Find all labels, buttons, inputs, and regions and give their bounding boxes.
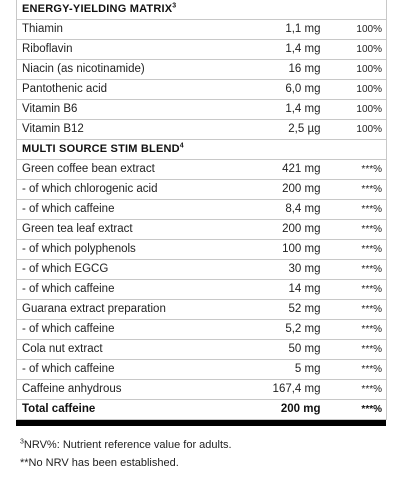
ingredient-nrv: ***% [324, 159, 387, 180]
footnote-marker: 3 [20, 438, 24, 446]
nutrient-name: Vitamin B6 [16, 99, 245, 120]
nutrient-name: Vitamin B12 [16, 119, 245, 140]
ingredient-name: Green coffee bean extract [16, 159, 245, 180]
nutrient-nrv: 100% [324, 119, 387, 140]
ingredient-name: - of which caffeine [16, 319, 245, 340]
table-row: Vitamin B6 1,4 mg 100% [16, 99, 387, 120]
section-title: MULTI SOURCE STIM BLEND [22, 143, 180, 155]
nutrient-nrv: 100% [324, 79, 387, 100]
table-row: - of which chlorogenic acid 200 mg ***% [16, 179, 387, 200]
nutrient-nrv: 100% [324, 39, 387, 60]
ingredient-nrv: ***% [324, 239, 387, 260]
nutrition-table-body: ENERGY-YIELDING MATRIX3 Thiamin 1,1 mg 100… [16, 0, 387, 420]
ingredient-amount: 30 mg [244, 259, 325, 280]
ingredient-amount: 200 mg [244, 219, 325, 240]
table-row: Green coffee bean extract 421 mg ***% [16, 159, 387, 180]
ingredient-amount: 8,4 mg [244, 199, 325, 220]
nutrient-amount: 1,1 mg [244, 19, 325, 40]
ingredient-amount: 14 mg [244, 279, 325, 300]
ingredient-nrv: ***% [324, 299, 387, 320]
nutrient-name: Thiamin [16, 19, 245, 40]
ingredient-nrv: ***% [324, 359, 387, 380]
ingredient-name: - of which EGCG [16, 259, 245, 280]
ingredient-nrv: ***% [324, 279, 387, 300]
ingredient-nrv: ***% [324, 199, 387, 220]
table-row: - of which caffeine 8,4 mg ***% [16, 199, 387, 220]
ingredient-nrv: ***% [324, 259, 387, 280]
footnote-nrv-text: NRV%: Nutrient reference value for adult… [23, 439, 232, 451]
ingredient-amount: 200 mg [244, 179, 325, 200]
section-header-multi-source-stim-blend: MULTI SOURCE STIM BLEND4 [16, 139, 387, 160]
table-row: - of which caffeine 14 mg ***% [16, 279, 387, 300]
table-row: - of which caffeine 5,2 mg ***% [16, 319, 387, 340]
ingredient-amount: 421 mg [244, 159, 325, 180]
table-row: Riboflavin 1,4 mg 100% [16, 39, 387, 60]
ingredient-name: Cola nut extract [16, 339, 245, 360]
ingredient-name: Guarana extract preparation [16, 299, 245, 320]
ingredient-nrv: ***% [324, 179, 387, 200]
table-row: Pantothenic acid 6,0 mg 100% [16, 79, 387, 100]
table-row: - of which EGCG 30 mg ***% [16, 259, 387, 280]
ingredient-name: - of which polyphenols [16, 239, 245, 260]
table-row: Thiamin 1,1 mg 100% [16, 19, 387, 40]
table-row: Caffeine anhydrous 167,4 mg ***% [16, 379, 387, 400]
ingredient-nrv: ***% [324, 379, 387, 400]
ingredient-name: - of which caffeine [16, 279, 245, 300]
total-name: Total caffeine [16, 399, 245, 420]
footnote-nrv: 3NRV%: Nutrient reference value for adul… [16, 436, 386, 454]
nutrient-name: Pantothenic acid [16, 79, 245, 100]
table-bottom-rule [16, 420, 386, 426]
total-amount: 200 mg [244, 399, 325, 420]
table-row: Vitamin B12 2,5 µg 100% [16, 119, 387, 140]
nutrient-nrv: 100% [324, 99, 387, 120]
ingredient-amount: 167,4 mg [244, 379, 325, 400]
ingredient-amount: 100 mg [244, 239, 325, 260]
nutrient-amount: 1,4 mg [244, 99, 325, 120]
table-row: - of which caffeine 5 mg ***% [16, 359, 387, 380]
ingredient-name: Caffeine anhydrous [16, 379, 245, 400]
table-row: Niacin (as nicotinamide) 16 mg 100% [16, 59, 387, 80]
nutrient-amount: 6,0 mg [244, 79, 325, 100]
nutrient-nrv: 100% [324, 59, 387, 80]
nutrient-amount: 1,4 mg [244, 39, 325, 60]
section-header-energy-yielding-matrix: ENERGY-YIELDING MATRIX3 [16, 0, 387, 20]
total-nrv: ***% [324, 399, 387, 420]
nutrient-name: Riboflavin [16, 39, 245, 60]
nutrient-nrv: 100% [324, 19, 387, 40]
section-title: ENERGY-YIELDING MATRIX [22, 3, 173, 15]
ingredient-nrv: ***% [324, 339, 387, 360]
ingredient-amount: 52 mg [244, 299, 325, 320]
table-row: Green tea leaf extract 200 mg ***% [16, 219, 387, 240]
footnote-no-nrv: **No NRV has been established. [20, 457, 179, 469]
ingredient-name: - of which caffeine [16, 199, 245, 220]
ingredient-amount: 5,2 mg [244, 319, 325, 340]
nutrient-name: Niacin (as nicotinamide) [16, 59, 245, 80]
ingredient-amount: 5 mg [244, 359, 325, 380]
nutrient-amount: 2,5 µg [244, 119, 325, 140]
table-row: Guarana extract preparation 52 mg ***% [16, 299, 387, 320]
ingredient-name: Green tea leaf extract [16, 219, 245, 240]
nutrient-amount: 16 mg [244, 59, 325, 80]
ingredient-name: - of which chlorogenic acid [16, 179, 245, 200]
table-row: Cola nut extract 50 mg ***% [16, 339, 387, 360]
ingredient-nrv: ***% [324, 319, 387, 340]
table-row: - of which polyphenols 100 mg ***% [16, 239, 387, 260]
ingredient-amount: 50 mg [244, 339, 325, 360]
total-caffeine-row: Total caffeine 200 mg ***% [16, 399, 387, 420]
section-footnote-marker: 4 [179, 142, 184, 150]
ingredient-nrv: ***% [324, 219, 387, 240]
nutrition-table: ENERGY-YIELDING MATRIX3 Thiamin 1,1 mg 100… [16, 0, 387, 420]
nutrition-panel: ENERGY-YIELDING MATRIX3 Thiamin 1,1 mg 100… [16, 0, 387, 472]
section-footnote-marker: 3 [172, 2, 177, 10]
ingredient-name: - of which caffeine [16, 359, 245, 380]
